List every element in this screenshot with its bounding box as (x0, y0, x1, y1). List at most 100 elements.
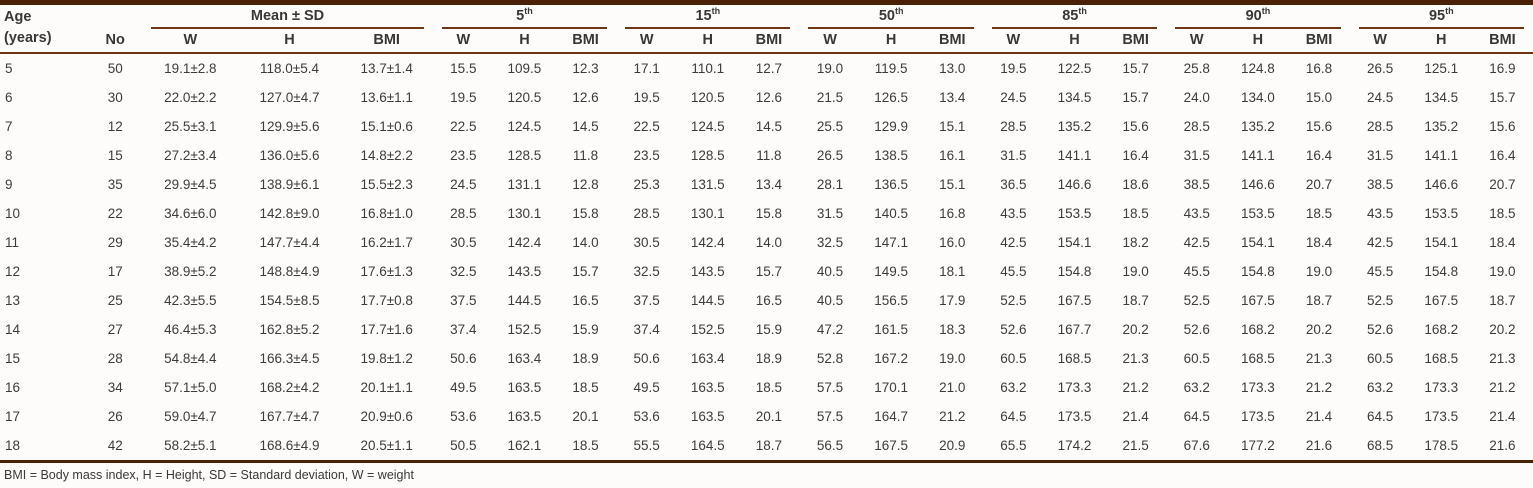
value-cell: 21.4 (1122, 409, 1149, 424)
header-subcol: H (677, 29, 739, 54)
value-cell: 167.5 (860, 431, 922, 463)
value-cell: 143.5 (507, 264, 542, 279)
value-cell: 154.8 (1240, 264, 1275, 279)
value-cell: 46.4±5.3 (164, 322, 217, 337)
value-cell: 18.6 (1122, 177, 1149, 192)
value-cell: 38.5 (1366, 177, 1394, 192)
value-cell: 42.3±5.5 (164, 293, 217, 308)
value-cell: 21.5 (816, 90, 844, 105)
value-cell: 18.4 (1489, 235, 1516, 250)
value-cell: 16.2±1.7 (360, 235, 413, 250)
value-cell: 49.5 (450, 380, 477, 395)
value-cell: 21.4 (1305, 409, 1333, 424)
value-cell: 15.7 (1122, 61, 1149, 76)
value-cell: 173.5 (1424, 409, 1459, 424)
no-cell: 17 (107, 264, 123, 279)
value-cell: 55.5 (616, 431, 678, 463)
value-cell: 23.5 (633, 148, 660, 163)
value-cell: 124.5 (507, 119, 542, 134)
header-subcol: H (1043, 29, 1106, 54)
value-cell: 19.0 (1122, 264, 1149, 279)
value-cell: 19.5 (1000, 61, 1027, 76)
value-cell: 38.9±5.2 (164, 264, 217, 279)
value-cell: 127.0±4.7 (259, 90, 320, 105)
value-cell: 16.8 (939, 206, 966, 221)
header-subcol: H (860, 29, 922, 54)
table-row: 18 42 58.2±5.1 168.6±4.9 20.5±1.1 50.5 162.1 18… (0, 431, 1533, 463)
value-cell: 43.5 (1183, 206, 1210, 221)
value-cell: 15.9 (755, 322, 783, 337)
age-cell: 9 (5, 177, 13, 192)
header-subcol: BMI (1288, 29, 1350, 54)
value-cell: 12.3 (572, 61, 599, 76)
value-cell: 128.5 (507, 148, 542, 163)
group-label-superscript: th (894, 6, 904, 17)
value-cell: 32.5 (633, 264, 660, 279)
value-cell: 15.6 (1122, 119, 1149, 134)
age-cell: 11 (5, 235, 20, 250)
value-cell: 146.6 (1424, 177, 1459, 192)
table-row: 14 27 46.4±5.3 162.8±5.2 17.7±1.6 37.4 152.5 15… (0, 315, 1533, 344)
value-cell: 161.5 (874, 322, 909, 337)
age-cell: 17 (5, 409, 21, 424)
value-cell: 18.9 (572, 351, 599, 366)
table-row: 8 15 27.2±3.4 136.0±5.6 14.8±2.2 23.5 128.5 11.… (0, 141, 1533, 170)
value-cell: 65.5 (982, 431, 1044, 463)
value-cell: 14.5 (572, 119, 599, 134)
value-cell: 18.7 (1305, 293, 1333, 308)
value-cell: 17.6±1.3 (360, 264, 413, 279)
value-cell: 37.4 (633, 322, 660, 337)
age-cell: 7 (5, 119, 13, 134)
value-cell: 173.3 (1424, 380, 1459, 395)
percentile-table: Age (years) No Mean ± SD 5th 15th 50th 85th 90th… (0, 0, 1533, 463)
value-cell: 31.5 (1000, 148, 1027, 163)
value-cell: 147.1 (874, 235, 909, 250)
value-cell: 162.1 (493, 431, 555, 463)
value-cell: 28.5 (1183, 119, 1210, 134)
header-group: 5th (433, 3, 616, 29)
value-cell: 43.5 (1000, 206, 1027, 221)
no-cell: 12 (107, 119, 123, 134)
value-cell: 173.5 (1057, 409, 1092, 424)
value-cell: 173.5 (1240, 409, 1275, 424)
value-cell: 134.5 (1424, 90, 1459, 105)
value-cell: 13.4 (939, 90, 966, 105)
value-cell: 15.1 (939, 177, 966, 192)
value-cell: 18.5 (1489, 206, 1516, 221)
header-subcol: W (1349, 29, 1411, 54)
value-cell: 20.1 (755, 409, 783, 424)
value-cell: 18.5 (572, 380, 599, 395)
value-cell: 29.9±4.5 (164, 177, 217, 192)
value-cell: 164.5 (677, 431, 739, 463)
value-cell: 68.5 (1349, 431, 1411, 463)
value-cell: 20.7 (1489, 177, 1516, 192)
value-cell: 35.4±4.2 (164, 235, 217, 250)
value-cell: 141.1 (1240, 148, 1275, 163)
value-cell: 18.5 (1122, 206, 1149, 221)
value-cell: 50.6 (633, 351, 660, 366)
value-cell: 21.2 (1489, 380, 1516, 395)
value-cell: 52.6 (1183, 322, 1210, 337)
value-cell: 125.1 (1424, 61, 1459, 76)
value-cell: 19.0 (1305, 264, 1333, 279)
no-cell: 50 (107, 61, 123, 76)
value-cell: 63.2 (1000, 380, 1027, 395)
header-subcol: W (799, 29, 861, 54)
value-cell: 19.5 (633, 90, 660, 105)
value-cell: 50.6 (450, 351, 477, 366)
value-cell: 15.7 (1489, 90, 1516, 105)
value-cell: 14.8±2.2 (360, 148, 413, 163)
header-subcol: W (1166, 29, 1228, 54)
value-cell: 20.7 (1305, 177, 1333, 192)
no-cell: 34 (107, 380, 123, 395)
value-cell: 19.5 (450, 90, 477, 105)
value-cell: 154.1 (1057, 235, 1092, 250)
value-cell: 28.5 (450, 206, 477, 221)
table-row: 5 50 19.1±2.8 118.0±5.4 13.7±1.4 15.5 109.5 12.… (0, 53, 1533, 83)
header-age: Age (years) (0, 2, 89, 54)
header-group-label: 90th (1175, 7, 1341, 29)
group-label-text: 50 (878, 8, 895, 24)
value-cell: 11.8 (572, 148, 599, 163)
table-row: 10 22 34.6±6.0 142.8±9.0 16.8±1.0 28.5 130.1 15… (0, 199, 1533, 228)
value-cell: 37.5 (450, 293, 477, 308)
